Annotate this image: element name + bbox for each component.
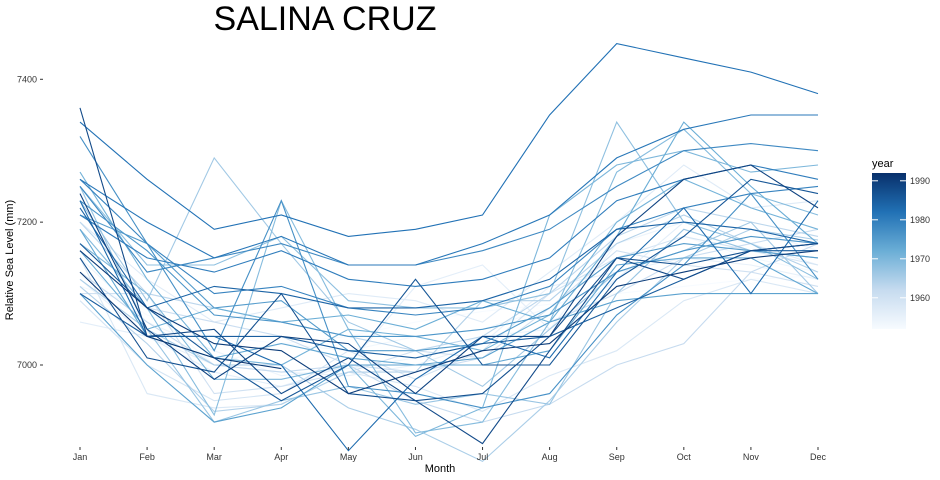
series-line-1953 (79, 235, 819, 366)
x-axis: Jan Feb Mar Apr May Jun Jul Aug Sep Oct Nov Dec (73, 447, 827, 462)
series-line-1967 (79, 186, 819, 423)
legend-title: year (872, 158, 894, 170)
legend-colorbar (872, 173, 906, 329)
series-line-1981 (79, 114, 818, 266)
series-line-1983 (79, 200, 819, 452)
series-line-1971 (79, 171, 819, 366)
series-line-1962 (79, 243, 819, 423)
x-tick-label: Aug (542, 452, 558, 462)
legend: year 1960 1970 1980 1990 (872, 158, 930, 329)
legend-tick-label: 1980 (910, 215, 930, 225)
series-line-1982 (79, 42, 819, 237)
x-tick-label: Sep (609, 452, 625, 462)
series-line-1979 (79, 178, 819, 316)
series-line-1969 (79, 128, 819, 434)
series-line-1972 (79, 121, 819, 330)
x-tick-label: Dec (810, 452, 827, 462)
y-tick-label: 7400 (17, 74, 37, 84)
x-tick-label: Jun (408, 452, 423, 462)
series-line-1978 (79, 143, 819, 273)
series-line-1960 (80, 250, 819, 395)
series-line-1987 (79, 243, 819, 402)
x-axis-label: Month (425, 463, 456, 475)
x-tick-label: May (340, 452, 358, 462)
series-line-1991 (79, 271, 282, 370)
chart-title: SALINA CRUZ (214, 0, 437, 38)
series-lines (79, 42, 819, 463)
series-line-1975 (79, 214, 819, 352)
y-tick-label: 7000 (17, 360, 37, 370)
series-line-1984 (79, 207, 819, 309)
x-tick-label: Feb (139, 452, 155, 462)
series-line-1988 (79, 107, 819, 445)
x-tick-label: Jul (477, 452, 489, 462)
legend-tick-label: 1990 (910, 176, 930, 186)
series-line-1964 (79, 214, 819, 412)
series-line-1966 (79, 156, 819, 388)
x-tick-label: Mar (206, 452, 222, 462)
legend-tick-label: 1970 (910, 254, 930, 264)
legend-tick-label: 1960 (910, 293, 930, 303)
series-line-1986 (79, 178, 819, 402)
x-tick-label: Jan (73, 452, 88, 462)
series-line-1977 (79, 136, 819, 409)
x-tick-label: Oct (677, 452, 692, 462)
series-line-1980 (79, 164, 819, 287)
series-line-1990 (79, 250, 819, 395)
y-axis-label: Relative Sea Level (mm) (4, 200, 16, 320)
x-tick-label: Apr (274, 452, 288, 462)
series-line-1968 (79, 120, 819, 309)
x-tick-label: Nov (743, 452, 760, 462)
y-tick-label: 7200 (17, 217, 37, 227)
series-line-1989 (79, 164, 819, 395)
series-line-1976 (79, 200, 819, 337)
y-axis: 7000 7200 7400 (17, 74, 43, 370)
